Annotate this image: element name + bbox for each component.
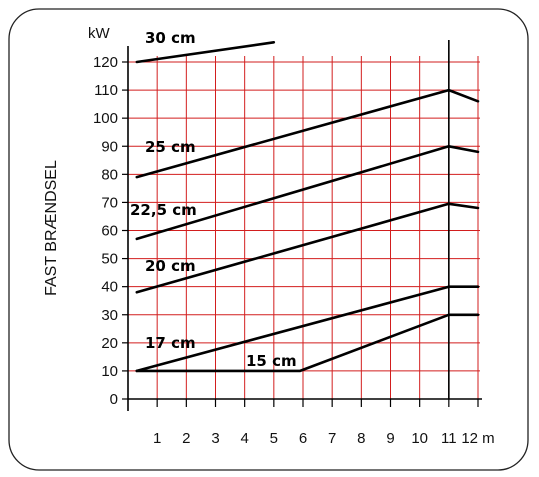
x-tick-label-9: 9	[386, 430, 394, 447]
y-tick-label-100: 100	[93, 110, 118, 127]
series-label-25-cm: 25 cm	[145, 138, 196, 156]
series-line-17-cm	[135, 285, 480, 373]
x-tick-label-12: 12 m	[461, 430, 494, 447]
y-tick-label-10: 10	[101, 363, 118, 380]
y-tick-label-20: 20	[101, 335, 118, 352]
y-tick-label-120: 120	[93, 54, 118, 71]
y-tick-label-60: 60	[101, 223, 118, 240]
y-tick-label-50: 50	[101, 251, 118, 268]
axes	[122, 40, 482, 411]
series-label-17-cm: 17 cm	[145, 334, 196, 352]
y-tick-label-110: 110	[94, 82, 118, 99]
x-tick-label-4: 4	[240, 430, 248, 447]
series-line-20-cm	[135, 202, 480, 294]
series-line-30-cm	[135, 40, 276, 64]
x-tick-label-1: 1	[153, 430, 161, 447]
series-line-15-cm	[135, 313, 480, 373]
series-label-30-cm: 30 cm	[145, 29, 196, 47]
series-line-25-cm	[135, 88, 480, 179]
series-label-22-5-cm: 22,5 cm	[130, 201, 197, 219]
x-tick-label-8: 8	[357, 430, 365, 447]
tick-labels: 0 10 20 30 40 50 60 70 80 90 100 110 120 1 2 3 4 5 6 7 8 9 10 1…	[93, 54, 495, 447]
side-label: FAST BRÆNDSEL	[43, 160, 60, 296]
x-tick-label-10: 10	[411, 430, 428, 447]
series-label-15-cm: 15 cm	[246, 352, 297, 370]
x-tick-label-5: 5	[270, 430, 278, 447]
y-unit-label: kW	[88, 25, 111, 42]
chart-frame	[8, 8, 529, 471]
x-tick-label-11: 11	[441, 430, 457, 447]
y-tick-label-0: 0	[110, 391, 118, 408]
y-tick-label-80: 80	[101, 166, 118, 183]
x-tick-label-7: 7	[328, 430, 336, 447]
series-label-20-cm: 20 cm	[145, 257, 196, 275]
y-tick-label-70: 70	[101, 194, 118, 211]
y-tick-label-90: 90	[101, 138, 118, 155]
x-tick-label-6: 6	[299, 430, 307, 447]
series-labels: 30 cm 25 cm 22,5 cm 20 cm 17 cm 15 cm	[130, 29, 297, 370]
series-line-22-5-cm	[135, 145, 480, 241]
x-tick-label-3: 3	[211, 430, 219, 447]
x-tick-label-2: 2	[182, 430, 190, 447]
y-tick-label-30: 30	[101, 307, 118, 324]
y-tick-label-40: 40	[101, 279, 118, 296]
series-lines	[135, 40, 480, 373]
